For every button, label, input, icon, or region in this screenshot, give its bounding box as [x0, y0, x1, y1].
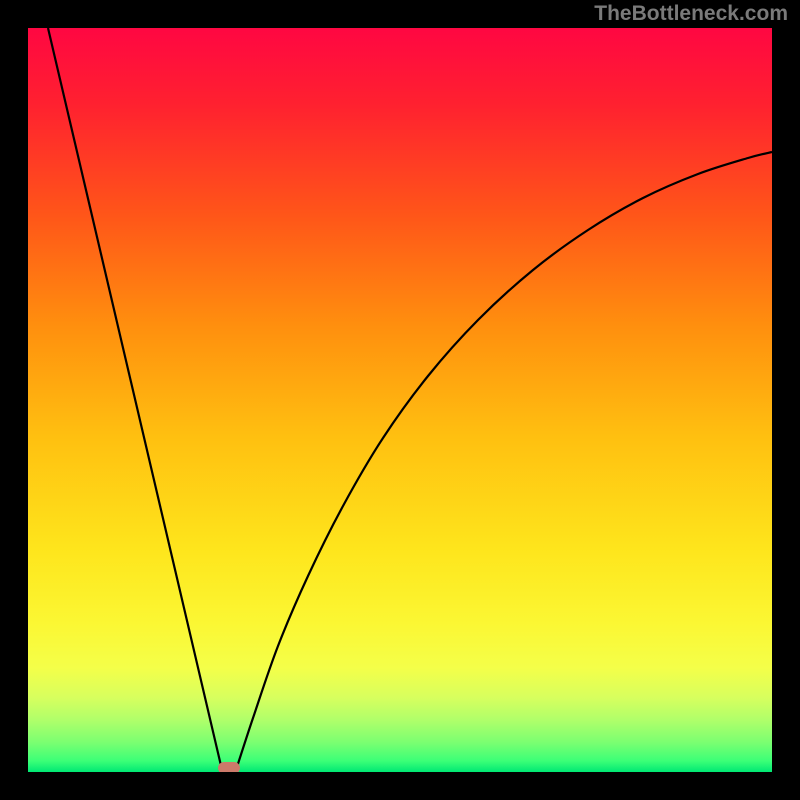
curve-left-branch	[48, 28, 222, 770]
plot-area	[28, 28, 772, 772]
bottleneck-curve	[28, 28, 772, 772]
minimum-marker	[218, 762, 240, 772]
attribution-text: TheBottleneck.com	[594, 2, 788, 26]
chart-frame: TheBottleneck.com	[0, 0, 800, 800]
curve-right-branch	[236, 152, 772, 770]
